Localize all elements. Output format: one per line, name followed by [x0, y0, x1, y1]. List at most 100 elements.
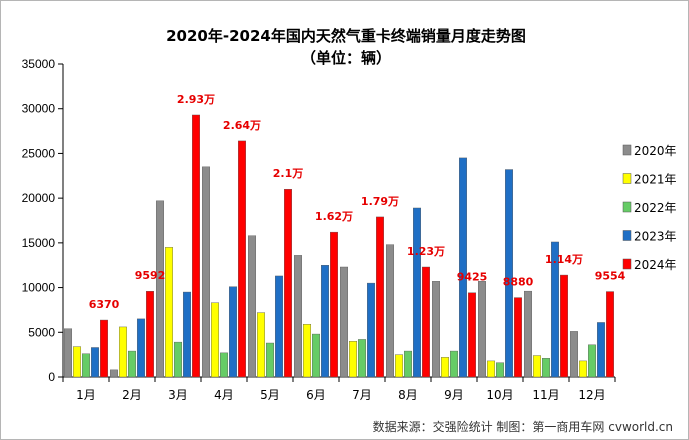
x-tick-label: 8月	[398, 388, 418, 402]
bar-2022年-2月	[127, 350, 136, 378]
y-tick-label: 15000	[22, 236, 56, 250]
x-tick-label: 4月	[214, 388, 234, 402]
x-tick-label: 6月	[306, 388, 326, 402]
bar-2022年-6月	[312, 333, 321, 378]
bar-2023年-5月	[275, 275, 284, 378]
bar-2021年-7月	[349, 341, 358, 378]
legend-label: 2021年	[634, 173, 677, 187]
x-tick-label: 7月	[352, 388, 372, 402]
data-label-2024: 1.23万	[407, 245, 445, 258]
legend-swatch	[622, 230, 632, 241]
bar-2021年-9月	[441, 357, 450, 378]
y-tick-label: 10000	[22, 281, 56, 295]
legend-swatch	[622, 144, 632, 156]
data-labels: 6370 9592 2.93万 2.64万 2.1万 1.62万 1.79万 1.23万 942…	[89, 93, 626, 311]
bar-2021年-10月	[487, 360, 496, 378]
bar-2022年-10月	[496, 362, 505, 378]
data-label-2024: 1.14万	[545, 253, 583, 266]
bar-2023年-7月	[367, 282, 376, 378]
bar-2021年-4月	[210, 302, 219, 378]
bar-2020年-7月	[340, 266, 349, 378]
data-label-2024: 2.1万	[273, 167, 304, 180]
legend-label: 2022年	[634, 201, 677, 215]
data-label-2024: 8880	[503, 276, 534, 289]
bar-2023年-10月	[505, 169, 514, 378]
legend-label: 2023年	[634, 230, 677, 244]
bar-2023年-2月	[136, 318, 145, 378]
bar-2021年-3月	[164, 247, 173, 378]
x-tick-label: 10月	[486, 388, 513, 402]
legend-swatch	[622, 201, 632, 213]
bar-2024年-9月	[468, 292, 477, 378]
bar-2022年-9月	[450, 350, 459, 378]
x-tick-label: 1月	[76, 388, 96, 402]
bar-2021年-11月	[533, 355, 542, 378]
x-tick-label: 12月	[578, 388, 605, 402]
data-label-2024: 1.62万	[315, 210, 353, 223]
data-label-2024: 9592	[135, 269, 166, 282]
bar-2021年-8月	[395, 354, 404, 378]
y-tick-label: 30000	[22, 102, 56, 116]
bar-2022年-1月	[81, 353, 90, 378]
chart-subtitle: （单位：辆）	[301, 49, 391, 67]
bar-2024年-8月	[422, 266, 431, 378]
bar-2020年-1月	[64, 328, 73, 378]
bar-2024年-7月	[376, 216, 385, 378]
bar-2020年-11月	[524, 290, 533, 378]
y-tick-label: 35000	[22, 57, 56, 71]
bar-2022年-3月	[173, 341, 182, 378]
data-label-2024: 2.93万	[177, 93, 215, 106]
bar-2021年-12月	[579, 360, 588, 378]
bar-2024年-6月	[330, 231, 339, 378]
bar-2023年-9月	[459, 157, 468, 378]
y-tick-label: 5000	[28, 325, 55, 339]
legend-swatch	[622, 258, 632, 270]
x-tick-label: 5月	[260, 388, 280, 402]
x-tick-label: 11月	[532, 388, 559, 402]
source-note: 数据来源：交强险统计 制图：第一商用车网 cvworld.cn	[373, 419, 673, 434]
bar-2022年-8月	[404, 350, 413, 378]
bar-2023年-1月	[90, 347, 99, 378]
y-tick-label: 25000	[22, 146, 56, 160]
bar-2022年-4月	[219, 352, 228, 378]
bar-2023年-12月	[597, 322, 606, 378]
legend-label: 2020年	[634, 144, 677, 158]
bar-2024年-1月	[99, 319, 108, 378]
x-tick-label: 3月	[168, 388, 188, 402]
bar-2021年-2月	[118, 326, 127, 378]
bar-2024年-10月	[514, 297, 523, 378]
bar-2024年-12月	[606, 291, 615, 378]
bar-2024年-4月	[237, 140, 246, 378]
bar-2024年-11月	[560, 274, 569, 378]
bar-2020年-8月	[386, 244, 395, 378]
bar-2020年-9月	[432, 281, 441, 378]
data-label-2024: 1.79万	[361, 195, 399, 208]
bar-2021年-6月	[303, 324, 312, 378]
axes: 0 5000 10000 15000 20000 25000 30000 35000 1月 2月 3…	[22, 57, 616, 402]
bar-2021年-1月	[72, 346, 81, 378]
bar-2024年-3月	[191, 114, 200, 378]
data-label-2024: 6370	[89, 298, 120, 311]
bar-2020年-4月	[201, 166, 210, 378]
bar-2020年-6月	[294, 255, 303, 378]
x-tick-label: 2月	[122, 388, 142, 402]
bar-2024年-5月	[284, 188, 293, 378]
legend-swatch	[622, 173, 632, 184]
bars	[64, 114, 615, 378]
bar-2020年-12月	[570, 331, 579, 378]
data-label-2024: 2.64万	[223, 119, 261, 132]
bar-2020年-10月	[478, 281, 487, 378]
legend: 2020年 2021年 2022年 2023年 2024年	[622, 144, 677, 272]
bar-2022年-12月	[588, 344, 597, 378]
x-tick-label: 9月	[444, 388, 464, 402]
bar-2023年-11月	[551, 241, 560, 378]
y-tick-label: 20000	[22, 191, 56, 205]
bar-2021年-5月	[257, 312, 266, 378]
legend-label: 2024年	[634, 258, 677, 272]
bar-2023年-4月	[228, 286, 237, 378]
bar-2020年-3月	[155, 200, 164, 378]
bar-2020年-2月	[109, 369, 118, 378]
chart-title: 2020年-2024年国内天然气重卡终端销量月度走势图	[166, 27, 526, 45]
bar-2023年-8月	[413, 207, 422, 378]
